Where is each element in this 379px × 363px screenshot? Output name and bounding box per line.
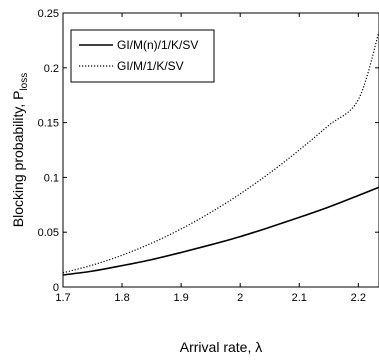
y-tick-label: 0.05 <box>38 227 59 239</box>
y-axis-label-main: Blocking probability, P <box>10 91 26 228</box>
y-axis-label: Blocking probability, Ploss <box>10 73 30 228</box>
y-tick-label: 0.1 <box>44 172 59 184</box>
y-tick-label: 0.15 <box>38 118 59 130</box>
x-tick-label: 1.9 <box>173 292 188 304</box>
x-tick-label: 2 <box>237 292 243 304</box>
legend-label: GI/M/1/K/SV <box>117 59 184 73</box>
series-line-1 <box>62 186 379 276</box>
x-tick-label: 1.8 <box>114 292 129 304</box>
x-axis-label: Arrival rate, λ <box>180 339 262 355</box>
x-tick-label: 2.1 <box>292 292 307 304</box>
legend-box <box>70 29 215 83</box>
y-tick-label: 0.2 <box>44 63 59 75</box>
legend: GI/M(n)/1/K/SV GI/M/1/K/SV <box>70 29 215 83</box>
x-tick-label: 1.7 <box>55 292 70 304</box>
y-axis-label-sub: loss <box>19 73 30 91</box>
x-tick-label: 2.2 <box>351 292 366 304</box>
axis-ticks: 1.7 1.8 1.9 2 2.1 2.2 0 0.05 0.1 0.15 0.2 0.25 <box>38 8 379 304</box>
series-lines <box>62 31 379 276</box>
legend-label: GI/M(n)/1/K/SV <box>117 38 198 52</box>
y-tick-label: 0.25 <box>38 8 59 20</box>
y-tick-label: 0 <box>53 282 59 294</box>
